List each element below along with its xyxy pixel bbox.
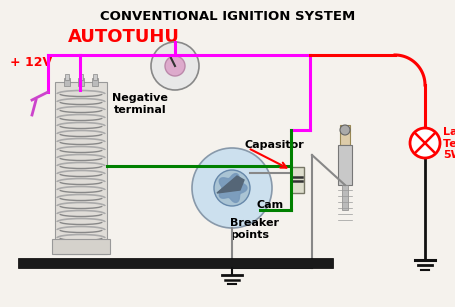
Bar [64, 78, 70, 86]
Bar [78, 78, 84, 86]
Bar [339, 125, 349, 145]
Polygon shape [219, 173, 247, 202]
Text: Cam: Cam [257, 200, 283, 210]
Text: Lampu
Tester 12v
5W: Lampu Tester 12v 5W [442, 127, 455, 160]
Text: CONVENTIONAL IGNITION SYSTEM: CONVENTIONAL IGNITION SYSTEM [100, 10, 355, 23]
Circle shape [409, 128, 439, 158]
Text: Breaker
points: Breaker points [229, 218, 278, 239]
Bar [79, 74, 83, 80]
Bar [92, 78, 98, 86]
Circle shape [165, 56, 185, 76]
Bar [18, 258, 332, 268]
Bar [290, 167, 303, 193]
Circle shape [339, 125, 349, 135]
Bar [52, 239, 110, 254]
Text: AUTOTUHU: AUTOTUHU [68, 28, 179, 46]
Bar [65, 74, 69, 80]
Bar [55, 82, 107, 254]
Bar [341, 185, 347, 210]
Text: Capasitor: Capasitor [244, 140, 304, 150]
Bar [337, 145, 351, 185]
Circle shape [151, 42, 198, 90]
Polygon shape [217, 176, 243, 193]
Circle shape [213, 170, 249, 206]
Text: + 12V: + 12V [10, 56, 52, 69]
Text: Negative
terminal: Negative terminal [112, 93, 167, 115]
Bar [93, 74, 97, 80]
Circle shape [192, 148, 271, 228]
